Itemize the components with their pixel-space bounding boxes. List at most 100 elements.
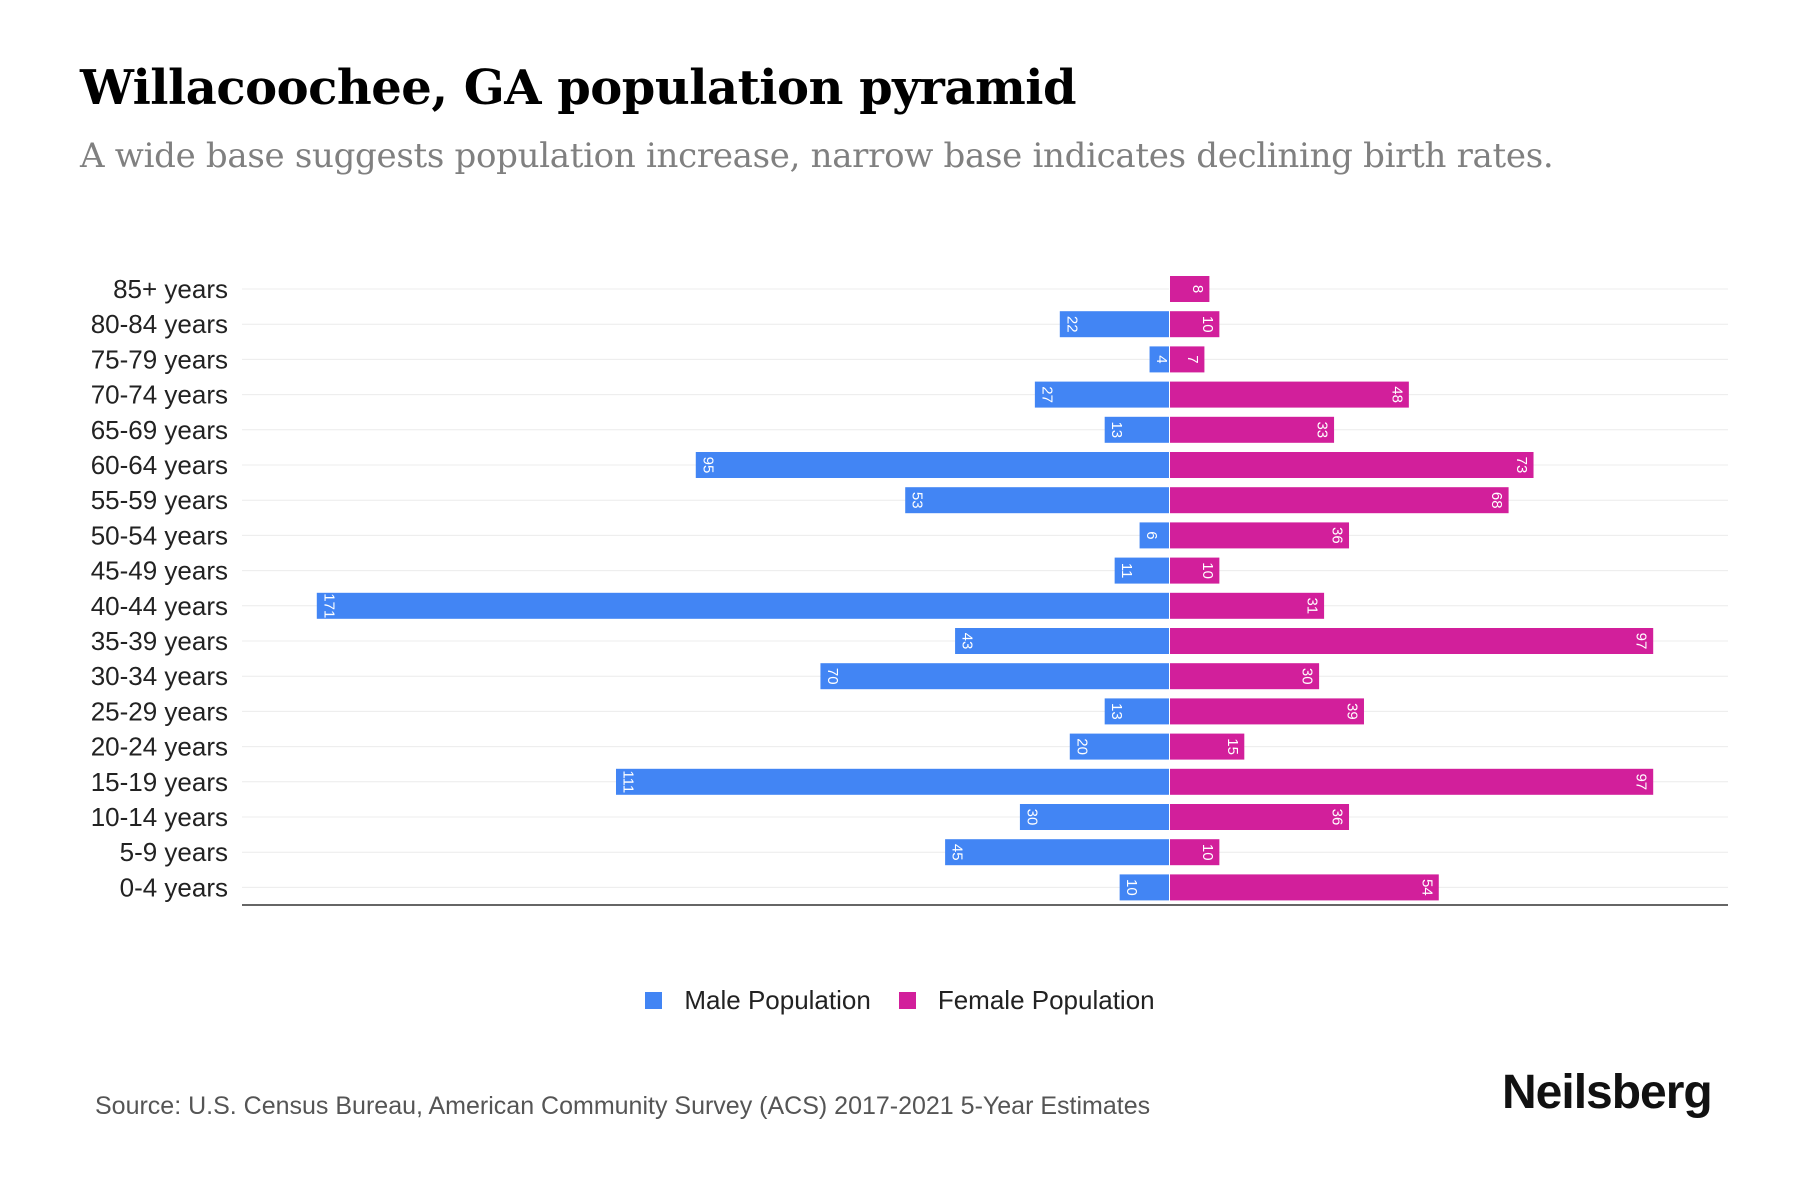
- y-tick-label: 85+ years: [113, 274, 228, 304]
- male-bar[interactable]: [1104, 698, 1170, 725]
- female-value-label: 68: [1488, 492, 1505, 509]
- male-value-label: 111: [619, 770, 636, 793]
- male-bar[interactable]: [1059, 311, 1170, 338]
- female-value-label: 7: [1184, 355, 1201, 363]
- male-bar[interactable]: [1119, 874, 1170, 901]
- female-value-label: 36: [1329, 527, 1346, 544]
- female-value-label: 10: [1199, 316, 1216, 333]
- legend-item-male[interactable]: Male Population: [645, 985, 871, 1016]
- chart-title: Willacoochee, GA population pyramid: [80, 60, 1077, 116]
- female-bar[interactable]: [1169, 592, 1325, 619]
- female-bar[interactable]: [1169, 276, 1210, 302]
- male-bar[interactable]: [1034, 381, 1170, 408]
- male-value-label: 70: [824, 668, 841, 685]
- female-bar[interactable]: [1169, 346, 1205, 373]
- male-value-label: 95: [699, 457, 716, 474]
- population-pyramid-chart: 85+ years 80-84 years 75-79 years 70-74 yea…: [90, 274, 1728, 906]
- female-value-label: 39: [1343, 703, 1360, 720]
- female-bar[interactable]: [1169, 416, 1335, 443]
- source-note: Source: U.S. Census Bureau, American Com…: [95, 1092, 1151, 1120]
- y-tick-label: 80-84 years: [91, 309, 228, 339]
- male-bar[interactable]: [1114, 557, 1170, 584]
- male-bar[interactable]: [316, 592, 1170, 619]
- female-bar[interactable]: [1169, 487, 1509, 514]
- male-bar[interactable]: [820, 663, 1170, 690]
- female-swatch-icon: [898, 992, 916, 1009]
- male-value-label: 171: [320, 593, 337, 618]
- female-bar[interactable]: [1169, 663, 1320, 690]
- male-bar[interactable]: [1139, 522, 1170, 549]
- male-value-label: 20: [1073, 738, 1090, 755]
- y-tick-label: 15-19 years: [91, 767, 228, 797]
- female-bar[interactable]: [1169, 628, 1654, 654]
- y-tick-label: 0-4 years: [120, 872, 228, 902]
- y-tick-label: 10-14 years: [91, 802, 228, 832]
- male-value-label: 13: [1108, 703, 1125, 720]
- y-tick-label: 25-29 years: [91, 696, 228, 726]
- male-bar[interactable]: [615, 768, 1170, 795]
- male-bar[interactable]: [1069, 733, 1170, 760]
- y-tick-label: 50-54 years: [91, 520, 228, 550]
- male-bar[interactable]: [1104, 416, 1170, 443]
- female-bar[interactable]: [1169, 698, 1364, 725]
- y-tick-label: 20-24 years: [91, 732, 228, 762]
- female-value-label: 10: [1199, 562, 1216, 579]
- male-value-label: 43: [959, 633, 976, 650]
- male-value-label: 45: [949, 844, 966, 861]
- female-value-label: 10: [1199, 844, 1216, 861]
- y-tick-label: 45-49 years: [91, 556, 228, 586]
- male-value-label: 11: [1118, 563, 1135, 579]
- y-tick-label: 55-59 years: [91, 485, 228, 515]
- male-value-label: 22: [1063, 316, 1080, 333]
- y-tick-label: 40-44 years: [91, 591, 228, 621]
- female-value-label: 8: [1189, 285, 1206, 293]
- male-value-label: 27: [1038, 386, 1055, 403]
- male-swatch-icon: [645, 992, 663, 1009]
- female-bar[interactable]: [1169, 522, 1350, 549]
- y-tick-label: 60-64 years: [91, 450, 228, 480]
- male-value-label: 10: [1123, 879, 1140, 896]
- male-bar[interactable]: [1149, 346, 1170, 373]
- y-tick-label: 5-9 years: [120, 837, 228, 867]
- female-bar[interactable]: [1169, 557, 1220, 584]
- chart-legend: Male Population Female Population: [0, 985, 1800, 1016]
- male-value-label: 13: [1108, 421, 1125, 438]
- female-value-label: 36: [1329, 809, 1346, 826]
- male-value-label: 30: [1023, 809, 1040, 826]
- legend-item-female[interactable]: Female Population: [898, 985, 1155, 1016]
- female-bar[interactable]: [1169, 452, 1534, 478]
- legend-female-label: Female Population: [937, 985, 1155, 1015]
- male-value-label: 6: [1143, 531, 1160, 539]
- y-tick-label: 35-39 years: [91, 626, 228, 656]
- male-bar[interactable]: [945, 839, 1170, 866]
- female-bar[interactable]: [1169, 768, 1654, 795]
- female-value-label: 33: [1314, 421, 1331, 438]
- female-value-label: 48: [1388, 386, 1405, 403]
- female-bar[interactable]: [1169, 804, 1350, 830]
- female-value-label: 30: [1299, 668, 1316, 685]
- female-bar[interactable]: [1169, 311, 1220, 338]
- female-value-label: 73: [1513, 457, 1530, 474]
- brand-logo[interactable]: Neilsberg: [1502, 1066, 1713, 1119]
- male-bar[interactable]: [695, 452, 1170, 478]
- male-bar[interactable]: [905, 487, 1170, 514]
- female-value-label: 15: [1224, 738, 1241, 755]
- legend-male-label: Male Population: [684, 985, 871, 1015]
- male-bar[interactable]: [955, 628, 1170, 654]
- female-value-label: 97: [1633, 773, 1650, 790]
- y-tick-label: 70-74 years: [91, 380, 228, 410]
- female-bar[interactable]: [1169, 381, 1409, 408]
- chart-subtitle: A wide base suggests population increase…: [80, 136, 1554, 176]
- female-value-label: 54: [1418, 879, 1435, 896]
- female-value-label: 31: [1304, 597, 1321, 614]
- y-tick-label: 65-69 years: [91, 415, 228, 445]
- female-bar[interactable]: [1169, 874, 1439, 901]
- male-bar[interactable]: [1019, 804, 1170, 830]
- male-value-label: 53: [909, 492, 926, 509]
- male-value-label: 4: [1153, 355, 1170, 363]
- y-tick-label: 75-79 years: [91, 344, 228, 374]
- female-bar[interactable]: [1169, 733, 1245, 760]
- female-bar[interactable]: [1169, 839, 1220, 866]
- y-tick-label: 30-34 years: [91, 661, 228, 691]
- female-value-label: 97: [1633, 633, 1650, 650]
